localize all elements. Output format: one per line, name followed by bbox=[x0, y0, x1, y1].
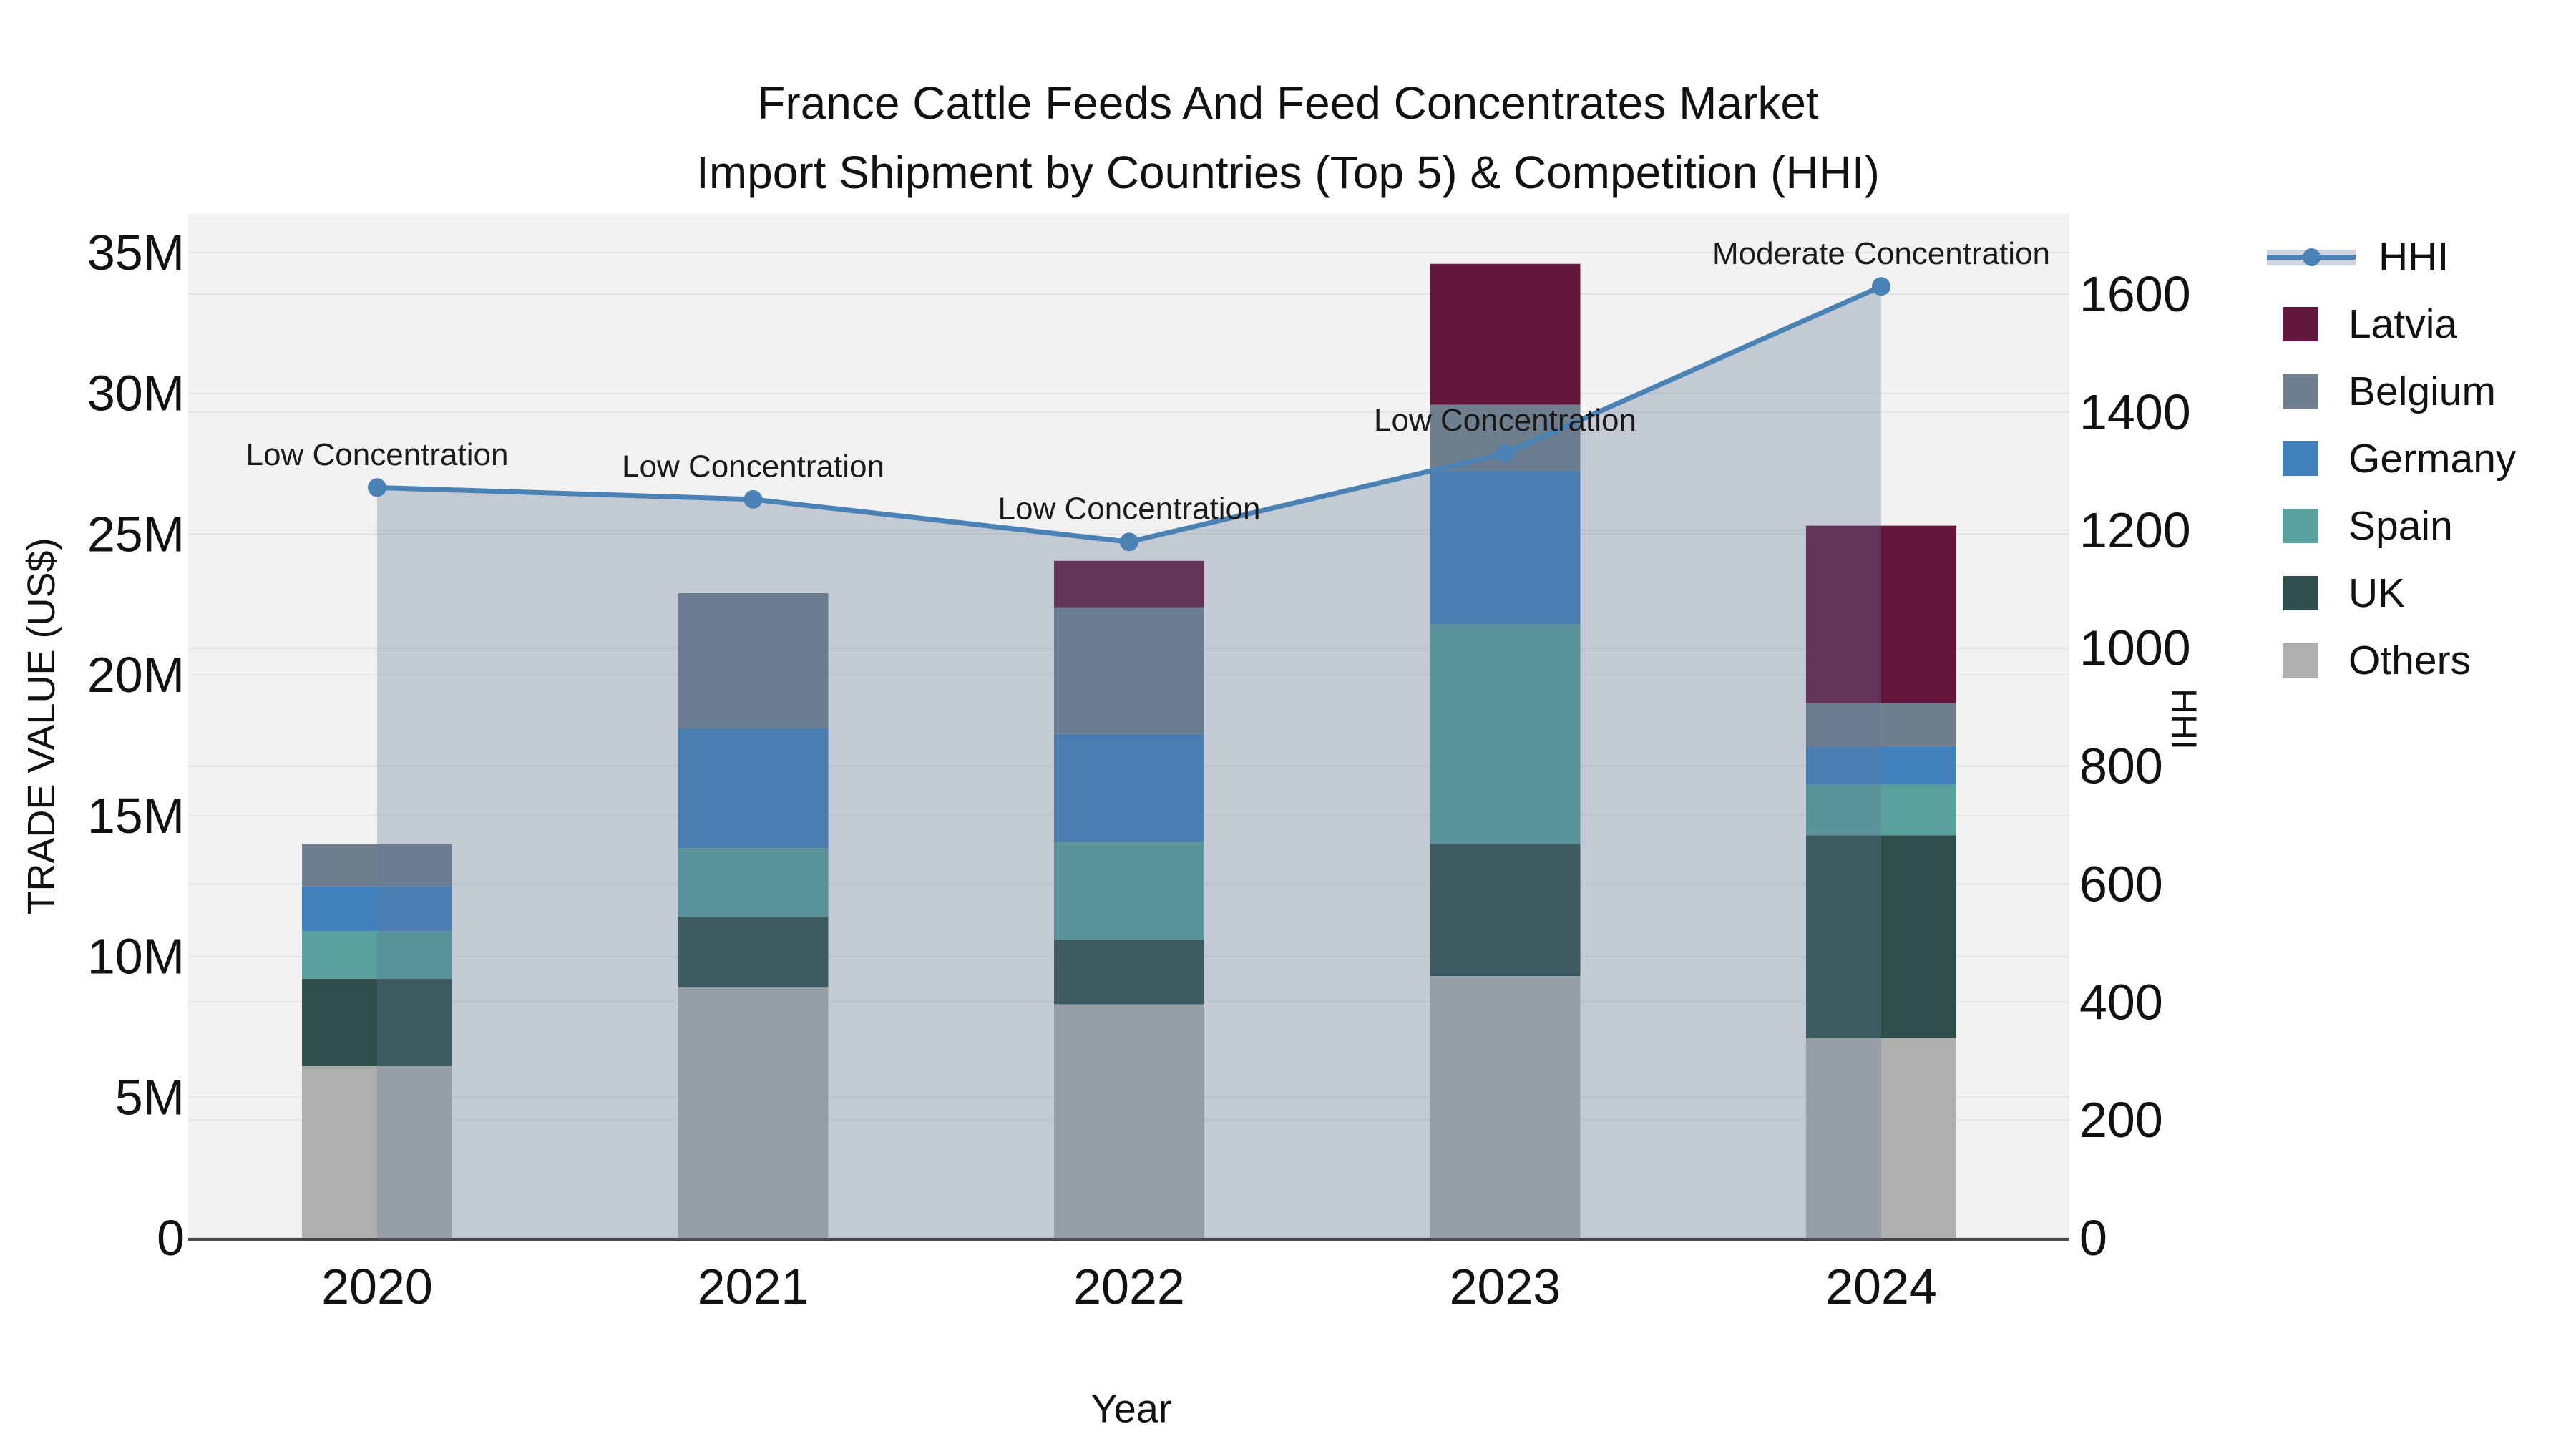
hhi-marker-dot bbox=[2303, 248, 2321, 266]
uk-swatch bbox=[2283, 576, 2318, 610]
hhi-marker-2021[interactable] bbox=[743, 489, 763, 509]
left-tick-label: 30M bbox=[87, 366, 185, 421]
bar-segment-belgium-2022[interactable] bbox=[1054, 607, 1204, 734]
bar-segment-spain-2020[interactable] bbox=[302, 931, 452, 980]
legend-label-belgium: Belgium bbox=[2348, 369, 2496, 414]
germany-swatch bbox=[2283, 441, 2318, 476]
latvia-swatch bbox=[2283, 307, 2318, 341]
annotation-2021: Low Concentration bbox=[622, 449, 884, 484]
legend-label-others: Others bbox=[2348, 638, 2472, 683]
legend-label-germany: Germany bbox=[2348, 436, 2517, 482]
legend-label-uk: UK bbox=[2348, 570, 2406, 616]
right-tick-label: 0 bbox=[2079, 1210, 2107, 1266]
hhi-line-swatch bbox=[2267, 240, 2356, 274]
left-tick-label: 35M bbox=[87, 225, 185, 280]
chart-title-line2: Import Shipment by Countries (Top 5) & C… bbox=[696, 147, 1880, 198]
x-tick-label-2024: 2024 bbox=[1825, 1259, 1937, 1314]
left-tick-label: 0 bbox=[157, 1210, 185, 1266]
bar-segment-others-2020[interactable] bbox=[302, 1066, 452, 1238]
chart-title-line1: France Cattle Feeds And Feed Concentrate… bbox=[757, 77, 1819, 129]
x-tick-label-2020: 2020 bbox=[321, 1259, 433, 1314]
right-tick-label: 1600 bbox=[2079, 266, 2191, 322]
legend-label-spain: Spain bbox=[2348, 503, 2453, 549]
bar-segment-uk-2024[interactable] bbox=[1806, 835, 1956, 1038]
bar-segment-spain-2024[interactable] bbox=[1806, 784, 1956, 836]
bar-segment-belgium-2020[interactable] bbox=[302, 844, 452, 887]
bar-segment-germany-2024[interactable] bbox=[1806, 746, 1956, 785]
left-tick-label: 25M bbox=[87, 506, 185, 562]
left-tick-label: 5M bbox=[115, 1069, 185, 1125]
left-tick-label: 15M bbox=[87, 788, 185, 844]
legend-label-latvia: Latvia bbox=[2348, 301, 2458, 347]
legend-item-uk[interactable]: UK bbox=[2267, 560, 2516, 627]
legend: HHI Latvia Belgium Germany Spain UK Othe… bbox=[2267, 223, 2516, 694]
chart-title: France Cattle Feeds And Feed Concentrate… bbox=[0, 69, 2576, 208]
annotation-2022: Low Concentration bbox=[998, 492, 1261, 527]
right-tick-label: 200 bbox=[2079, 1092, 2163, 1148]
right-tick-label: 1400 bbox=[2079, 384, 2191, 440]
bar-segment-spain-2021[interactable] bbox=[678, 848, 829, 917]
bar-segment-others-2021[interactable] bbox=[678, 987, 829, 1238]
hhi-marker-2022[interactable] bbox=[1120, 532, 1138, 552]
hhi-area bbox=[377, 286, 1881, 1239]
bar-segment-belgium-2021[interactable] bbox=[678, 593, 829, 728]
hhi-marker-2023[interactable] bbox=[1496, 444, 1515, 463]
spain-swatch bbox=[2283, 509, 2318, 543]
right-tick-label: 600 bbox=[2079, 856, 2163, 912]
belgium-swatch bbox=[2283, 374, 2318, 409]
bar-segment-latvia-2024[interactable] bbox=[1806, 525, 1956, 703]
bar-segment-uk-2023[interactable] bbox=[1430, 844, 1581, 977]
legend-item-others[interactable]: Others bbox=[2267, 627, 2516, 694]
bar-segment-latvia-2023[interactable] bbox=[1430, 263, 1581, 405]
annotation-2023: Low Concentration bbox=[1374, 403, 1636, 438]
bar-segment-germany-2020[interactable] bbox=[302, 886, 452, 932]
annotation-2024: Moderate Concentration bbox=[1712, 236, 2050, 271]
legend-item-latvia[interactable]: Latvia bbox=[2267, 291, 2516, 358]
bar-segment-spain-2022[interactable] bbox=[1054, 842, 1204, 940]
left-axis-title: TRADE VALUE (US$) bbox=[20, 537, 63, 914]
bar-segment-germany-2022[interactable] bbox=[1054, 733, 1204, 843]
bar-segment-spain-2023[interactable] bbox=[1430, 624, 1581, 844]
bar-segment-others-2024[interactable] bbox=[1806, 1038, 1956, 1238]
left-tick-label: 10M bbox=[87, 929, 185, 985]
bar-segment-latvia-2022[interactable] bbox=[1054, 560, 1204, 608]
bar-segment-germany-2023[interactable] bbox=[1430, 470, 1581, 625]
right-tick-label: 1000 bbox=[2079, 620, 2191, 676]
bar-segment-others-2023[interactable] bbox=[1430, 976, 1581, 1238]
bar-segment-others-2022[interactable] bbox=[1054, 1004, 1204, 1238]
bar-segment-belgium-2024[interactable] bbox=[1806, 703, 1956, 747]
hhi-marker-2020[interactable] bbox=[368, 478, 386, 497]
legend-label-hhi: HHI bbox=[2379, 234, 2449, 280]
legend-item-germany[interactable]: Germany bbox=[2267, 425, 2516, 492]
legend-item-spain[interactable]: Spain bbox=[2267, 492, 2516, 560]
x-axis-title: Year bbox=[1091, 1386, 1171, 1431]
right-tick-label: 800 bbox=[2079, 738, 2163, 794]
legend-item-belgium[interactable]: Belgium bbox=[2267, 358, 2516, 425]
x-tick-label-2023: 2023 bbox=[1450, 1259, 1561, 1314]
bar-segment-uk-2022[interactable] bbox=[1054, 939, 1204, 1005]
legend-item-hhi[interactable]: HHI bbox=[2267, 223, 2516, 291]
bar-segment-uk-2020[interactable] bbox=[302, 979, 452, 1067]
x-tick-label-2022: 2022 bbox=[1073, 1259, 1185, 1314]
right-tick-label: 1200 bbox=[2079, 502, 2191, 558]
right-tick-label: 400 bbox=[2079, 974, 2163, 1030]
hhi-marker-2024[interactable] bbox=[1872, 277, 1890, 296]
bar-segment-germany-2021[interactable] bbox=[678, 728, 829, 849]
others-swatch bbox=[2283, 643, 2318, 678]
x-tick-label-2021: 2021 bbox=[698, 1259, 809, 1314]
bar-segment-uk-2021[interactable] bbox=[678, 917, 829, 987]
left-tick-label: 20M bbox=[87, 647, 185, 703]
annotation-2020: Low Concentration bbox=[246, 437, 509, 472]
right-axis-title: HHI bbox=[2164, 688, 2204, 750]
